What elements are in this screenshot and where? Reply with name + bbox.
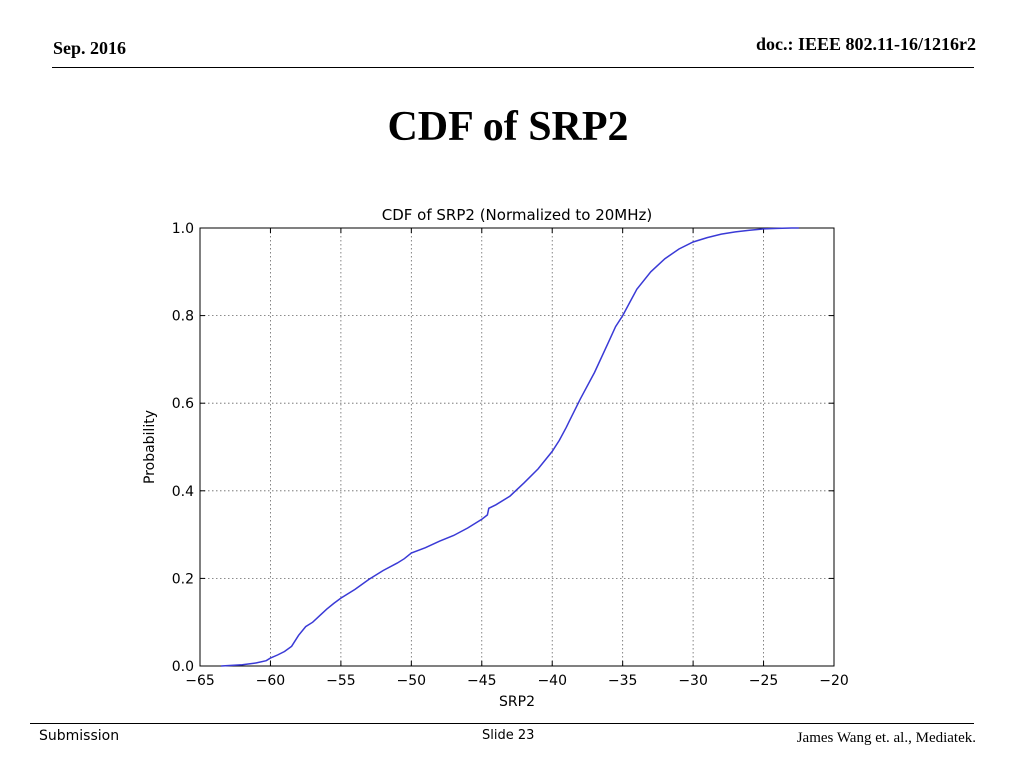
x-tick-label: −60 [256, 673, 286, 689]
slide-title: CDF of SRP2 [387, 104, 629, 150]
footer-author: James Wang et. al., Mediatek. [796, 730, 976, 746]
footer-submission: Submission [39, 728, 120, 744]
cdf-line [221, 227, 799, 667]
x-tick-label: −50 [397, 673, 427, 689]
y-tick-label: 0.6 [172, 396, 194, 412]
x-tick-label: −25 [749, 673, 779, 689]
footer-slide-number: Slide 23 [482, 728, 535, 743]
x-tick-label: −55 [326, 673, 356, 689]
y-tick-label: 0.4 [172, 484, 194, 500]
y-tick-label: 0.2 [172, 571, 194, 587]
x-tick-label: −65 [185, 673, 215, 689]
plot-frame [199, 227, 835, 667]
chart-grid [200, 228, 834, 666]
header-divider [52, 67, 974, 68]
x-tick-label: −40 [537, 673, 567, 689]
x-axis-label: SRP2 [499, 694, 535, 710]
x-tick-label: −20 [819, 673, 849, 689]
footer-divider [30, 723, 974, 724]
header-doc-id: doc.: IEEE 802.11-16/1216r2 [755, 34, 976, 54]
y-tick-label: 0.8 [172, 309, 194, 325]
y-tick-label: 1.0 [172, 221, 194, 237]
chart-title: CDF of SRP2 (Normalized to 20MHz) [382, 206, 653, 224]
x-tick-label: −35 [608, 673, 638, 689]
x-tick-label: −45 [467, 673, 497, 689]
chart-tick-labels: −65 −60 −55 −50 −45 −40 −35 −30 −25 −20 0.0 0.2 0.4 0… [172, 221, 849, 689]
x-tick-label: −30 [678, 673, 708, 689]
y-tick-label: 0.0 [172, 659, 194, 675]
y-axis-label: Probability [142, 410, 158, 484]
chart-ticks [199, 227, 835, 667]
header-date: Sep. 2016 [53, 38, 127, 58]
